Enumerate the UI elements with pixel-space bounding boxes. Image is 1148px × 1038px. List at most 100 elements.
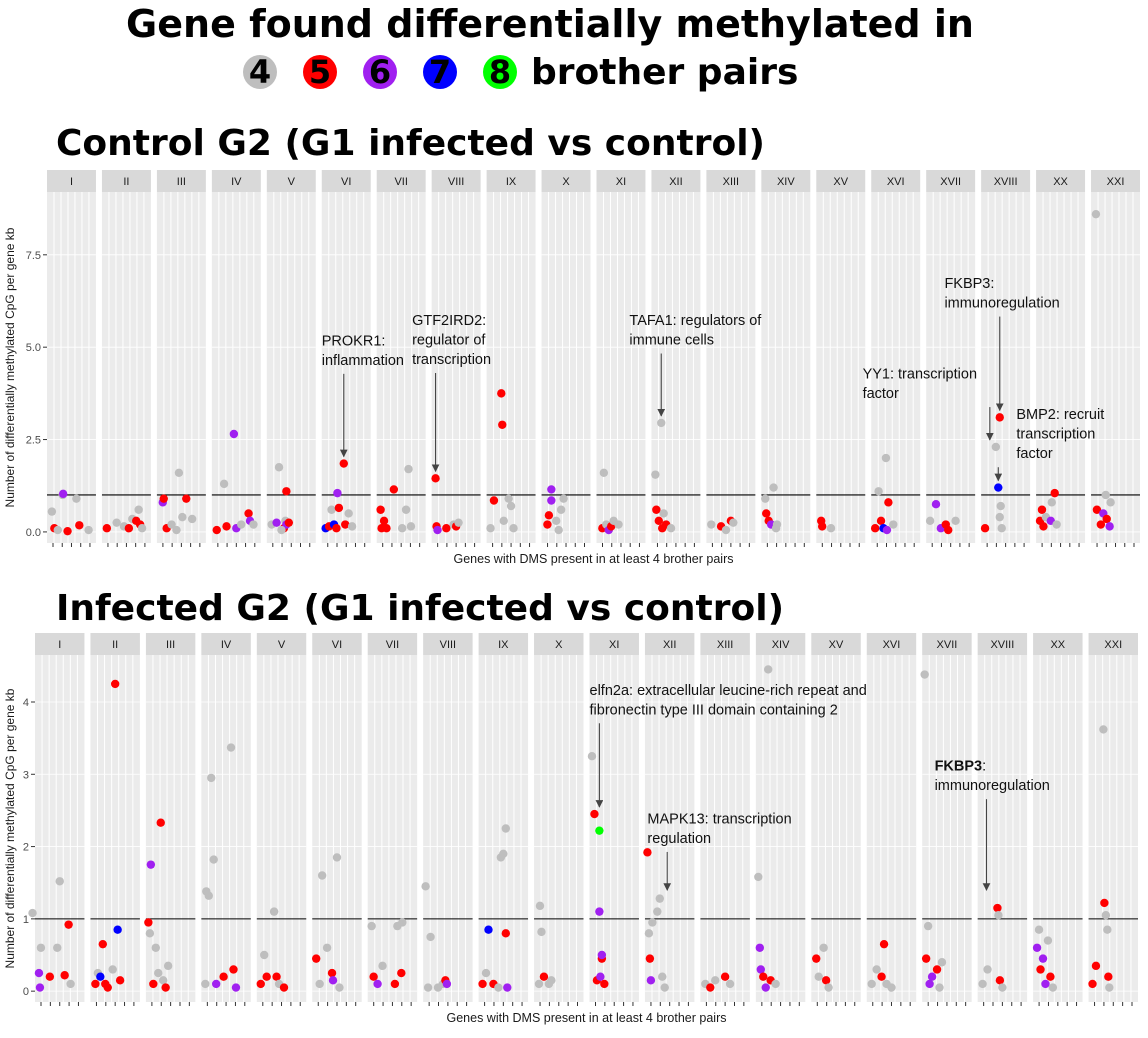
- data-point: [201, 979, 210, 989]
- data-point: [925, 516, 935, 526]
- data-point: [923, 921, 933, 931]
- facet-panel: [423, 655, 473, 1002]
- data-point: [725, 979, 735, 989]
- data-point: [1092, 505, 1102, 514]
- facet-panel: [534, 655, 584, 1002]
- y-tick-label: 7.5: [26, 250, 41, 262]
- y-tick-label: 5.0: [26, 342, 41, 354]
- data-point: [997, 524, 1006, 533]
- data-point: [322, 943, 332, 952]
- facet-strip: [816, 170, 866, 192]
- data-point: [756, 965, 765, 974]
- data-point: [145, 929, 155, 938]
- facet-label: XVIII: [994, 176, 1018, 188]
- y-axis-label: Number of differentially methylated CpG …: [3, 227, 17, 507]
- data-point: [103, 983, 112, 992]
- data-point: [648, 918, 657, 927]
- facet-panel: [35, 655, 85, 1002]
- facet-label: IX: [506, 176, 517, 188]
- facet-panel: [541, 192, 591, 543]
- facet-strip: [644, 633, 695, 655]
- data-point: [484, 925, 493, 934]
- facet-label: V: [278, 639, 286, 651]
- data-point: [501, 824, 510, 833]
- legend-dot: 8: [483, 53, 517, 91]
- data-point: [771, 979, 780, 989]
- facet-panel: [431, 192, 481, 543]
- data-point: [423, 983, 433, 992]
- data-point: [931, 500, 941, 509]
- data-point: [376, 505, 385, 514]
- data-point: [369, 972, 378, 981]
- facet-panel: [266, 192, 316, 543]
- data-point: [219, 479, 229, 489]
- data-point: [876, 516, 886, 526]
- facet-panel: [1091, 192, 1140, 543]
- data-point: [645, 954, 655, 963]
- data-point: [1047, 498, 1056, 507]
- data-point: [1034, 925, 1044, 934]
- data-point: [951, 516, 960, 526]
- data-point: [543, 520, 552, 529]
- data-point: [398, 918, 407, 927]
- facet-label: V: [288, 176, 296, 188]
- data-point: [646, 976, 656, 985]
- data-point: [53, 943, 62, 952]
- data-point: [262, 972, 271, 981]
- x-axis-label: Genes with DMS present in at least 4 bro…: [447, 1011, 727, 1025]
- data-point: [595, 826, 604, 835]
- facet-strip: [922, 633, 972, 655]
- figure-title: Gene found differentially methylated in: [126, 2, 974, 46]
- facet-panel: [811, 655, 861, 1002]
- data-point: [729, 518, 738, 527]
- data-point: [53, 525, 62, 535]
- y-tick-label: 4: [23, 697, 29, 709]
- data-point: [1088, 979, 1097, 989]
- data-point: [1096, 520, 1106, 529]
- y-tick-label: 3: [23, 769, 29, 781]
- data-point: [159, 976, 168, 985]
- facet-panel: [644, 655, 695, 1002]
- data-point: [764, 665, 773, 674]
- facet-panel: [700, 655, 750, 1002]
- data-point: [509, 524, 518, 533]
- data-point: [75, 521, 84, 530]
- facet-label: XVI: [883, 639, 901, 651]
- data-point: [110, 679, 120, 689]
- data-point: [995, 413, 1004, 422]
- data-point: [879, 939, 889, 949]
- data-point: [998, 983, 1007, 992]
- data-point: [706, 983, 715, 992]
- data-point: [156, 818, 165, 827]
- facet-strip: [1036, 170, 1086, 192]
- facet-strip: [156, 170, 206, 192]
- facet-label: VIII: [448, 176, 465, 188]
- data-point: [666, 524, 676, 533]
- facet-panel: [1033, 655, 1083, 1002]
- data-point: [1036, 965, 1045, 974]
- data-point: [920, 670, 929, 679]
- data-point: [431, 474, 440, 483]
- data-point: [112, 518, 121, 527]
- data-point: [282, 487, 291, 496]
- data-point: [993, 903, 1002, 913]
- data-point: [761, 494, 770, 503]
- data-point: [1103, 925, 1112, 934]
- data-point: [486, 524, 495, 533]
- data-point: [595, 907, 604, 916]
- data-point: [994, 911, 1003, 920]
- facet-panel: [486, 192, 536, 543]
- data-point: [537, 927, 546, 937]
- data-point: [66, 979, 75, 989]
- facet-strip: [534, 633, 584, 655]
- data-point: [772, 520, 782, 529]
- data-point: [754, 872, 763, 882]
- facet-label: XX: [1053, 176, 1068, 188]
- data-point: [1038, 954, 1048, 963]
- legend-item-6: 6: [363, 53, 397, 91]
- data-point: [556, 505, 566, 514]
- facet-strip: [871, 170, 921, 192]
- data-point: [1050, 488, 1059, 498]
- facet-panel: [866, 655, 917, 1002]
- data-point: [870, 524, 880, 533]
